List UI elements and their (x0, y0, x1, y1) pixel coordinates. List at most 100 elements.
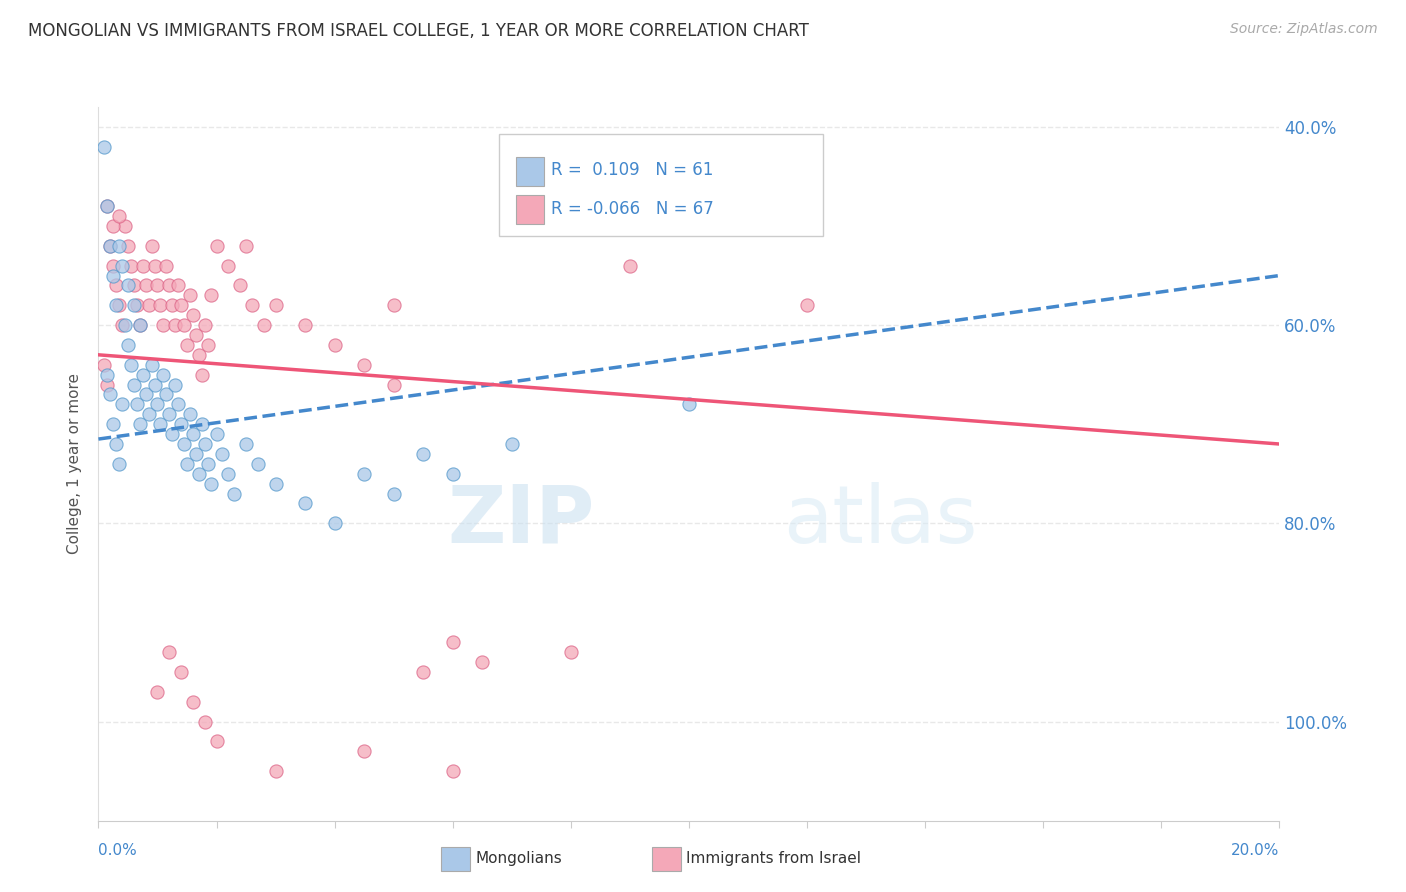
Point (264, 476, 287, 491)
Point (441, 467, 464, 481)
Text: atlas: atlas (783, 482, 977, 560)
Point (152, 318, 174, 332)
Text: R =  0.109   N = 61: R = 0.109 N = 61 (551, 161, 713, 179)
Point (205, 734, 228, 748)
Point (108, 239, 131, 253)
Point (117, 278, 139, 293)
Point (146, 685, 169, 699)
Point (98, 239, 121, 253)
Point (105, 437, 128, 451)
Point (253, 318, 276, 332)
Point (294, 496, 316, 510)
Point (149, 298, 172, 312)
Point (197, 338, 219, 352)
Point (382, 298, 405, 312)
Point (98, 239, 121, 253)
Point (93, 358, 115, 372)
Point (191, 417, 214, 432)
Point (184, 328, 207, 343)
Point (103, 417, 125, 432)
Point (187, 467, 209, 481)
Point (353, 358, 375, 372)
Point (122, 377, 145, 392)
Point (122, 298, 145, 312)
Point (162, 298, 183, 312)
Point (353, 467, 375, 481)
Point (235, 437, 257, 451)
Point (103, 268, 125, 283)
Point (323, 338, 346, 352)
Point (143, 259, 166, 273)
Text: R = -0.066   N = 67: R = -0.066 N = 67 (551, 200, 714, 218)
Point (200, 288, 222, 302)
Point (382, 377, 405, 392)
Point (143, 377, 166, 392)
Point (173, 318, 195, 332)
Point (96, 199, 118, 213)
Point (170, 298, 193, 312)
Point (120, 358, 142, 372)
Point (141, 239, 163, 253)
Point (141, 358, 163, 372)
Point (117, 338, 139, 352)
Point (157, 278, 180, 293)
Text: MONGOLIAN VS IMMIGRANTS FROM ISRAEL COLLEGE, 1 YEAR OR MORE CORRELATION CHART: MONGOLIAN VS IMMIGRANTS FROM ISRAEL COLL… (28, 22, 808, 40)
Point (173, 437, 195, 451)
Point (167, 397, 190, 411)
Point (181, 308, 204, 322)
Point (501, 437, 523, 451)
Point (170, 417, 193, 432)
Point (117, 239, 139, 253)
Point (162, 427, 183, 442)
Point (194, 318, 217, 332)
Text: 20.0%: 20.0% (1232, 843, 1279, 858)
Point (471, 655, 494, 669)
Point (96, 199, 118, 213)
Point (98, 387, 121, 401)
Point (128, 318, 150, 332)
Text: Mongolians: Mongolians (475, 851, 562, 865)
Point (264, 298, 287, 312)
Point (560, 645, 582, 659)
Point (191, 368, 214, 382)
Point (205, 427, 228, 442)
Point (108, 457, 131, 471)
Point (184, 447, 207, 461)
Text: ZIP: ZIP (447, 482, 595, 560)
Point (120, 259, 142, 273)
Text: Immigrants from Israel: Immigrants from Israel (686, 851, 860, 865)
Point (108, 209, 131, 223)
Point (96, 377, 118, 392)
Point (138, 407, 160, 421)
Point (157, 407, 180, 421)
Point (122, 278, 145, 293)
Point (125, 397, 148, 411)
Point (211, 447, 233, 461)
Point (114, 219, 136, 233)
Point (114, 318, 136, 332)
Point (103, 219, 125, 233)
Point (93, 139, 115, 153)
Point (128, 417, 150, 432)
Point (111, 397, 134, 411)
Y-axis label: College, 1 year or more: College, 1 year or more (67, 374, 83, 554)
Point (179, 288, 201, 302)
Point (224, 486, 246, 500)
Point (246, 457, 269, 471)
Point (240, 298, 263, 312)
Point (323, 516, 346, 531)
Point (187, 348, 209, 362)
Point (181, 427, 204, 442)
Point (264, 764, 287, 778)
Point (132, 368, 155, 382)
Point (294, 318, 316, 332)
Point (197, 457, 219, 471)
Point (353, 744, 375, 758)
Point (149, 417, 172, 432)
Point (412, 447, 434, 461)
Point (125, 298, 148, 312)
Point (103, 259, 125, 273)
Point (146, 278, 169, 293)
Point (205, 239, 228, 253)
Point (155, 387, 177, 401)
